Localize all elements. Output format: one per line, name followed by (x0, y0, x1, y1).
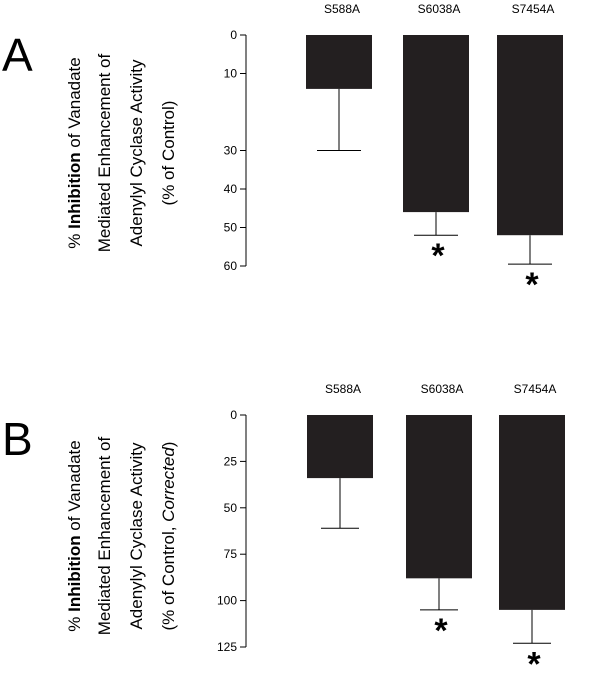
y-axis-label-segment: ) (159, 442, 178, 448)
panel-letter: A (2, 29, 33, 81)
category-label: S588A (325, 382, 361, 396)
category-label: S7454A (514, 382, 557, 396)
y-axis-label-segment: of Vanadate (65, 440, 84, 535)
y-tick-label: 25 (224, 454, 238, 468)
y-tick-label: 100 (217, 594, 237, 608)
y-tick-label: 50 (224, 221, 238, 235)
significance-marker: * (525, 266, 539, 304)
y-axis-label-segment: Inhibition (65, 535, 84, 611)
y-axis-label-line: Adenylyl Cyclase Activity (127, 442, 146, 630)
y-axis-label-line: Mediated Enhancement of (95, 436, 114, 635)
significance-marker: * (527, 645, 541, 683)
y-axis-label-line: % Inhibition of Vanadate (65, 440, 84, 631)
y-axis-label-segment: Adenylyl Cyclase Activity (127, 442, 146, 630)
y-axis-label-segment: Adenylyl Cyclase Activity (127, 59, 146, 247)
bar (403, 35, 469, 213)
category-label: S6038A (418, 2, 461, 16)
y-axis-label-segment: % (65, 229, 84, 249)
panel-b: B % Inhibition of Vanadate Mediated Enhan… (2, 382, 565, 683)
category-label: S6038A (421, 382, 464, 396)
y-axis-label-segment: (% of Control, (159, 522, 178, 631)
y-axis-label-line: Adenylyl Cyclase Activity (127, 59, 146, 247)
bar (497, 35, 563, 236)
y-tick-label: 125 (217, 640, 237, 654)
y-axis-label-line: % Inhibition of Vanadate (65, 57, 84, 248)
y-tick-label: 0 (230, 408, 237, 422)
y-tick-label: 50 (224, 501, 238, 515)
bar (306, 35, 372, 89)
y-axis-label-segment: (% of Control) (159, 101, 178, 206)
y-axis-label-segment: Inhibition (65, 152, 84, 228)
y-tick-label: 30 (224, 144, 238, 158)
y-axis-label-segment: Mediated Enhancement of (95, 436, 114, 635)
bar (406, 415, 472, 579)
y-tick-label: 40 (224, 182, 238, 196)
y-tick-label: 60 (224, 259, 238, 273)
panel-letter: B (2, 413, 33, 465)
y-axis-label-line: Mediated Enhancement of (95, 53, 114, 252)
y-axis-label-line: (% of Control, Corrected) (159, 442, 178, 631)
y-axis-label-segment: of Vanadate (65, 57, 84, 152)
y-tick-label: 10 (224, 67, 238, 81)
y-tick-label: 75 (224, 547, 238, 561)
panel-a: A % Inhibition of Vanadate Mediated Enhan… (2, 2, 563, 304)
y-axis-label-line: (% of Control) (159, 101, 178, 206)
bar (499, 415, 565, 610)
category-label: S7454A (512, 2, 555, 16)
y-axis-label-segment: Corrected (159, 447, 178, 522)
category-label: S588A (324, 2, 360, 16)
y-axis-label-segment: Mediated Enhancement of (95, 53, 114, 252)
bar (307, 415, 373, 479)
y-axis-label-segment: % (65, 612, 84, 632)
y-tick-label: 0 (230, 28, 237, 42)
significance-marker: * (431, 237, 445, 275)
significance-marker: * (434, 612, 448, 650)
